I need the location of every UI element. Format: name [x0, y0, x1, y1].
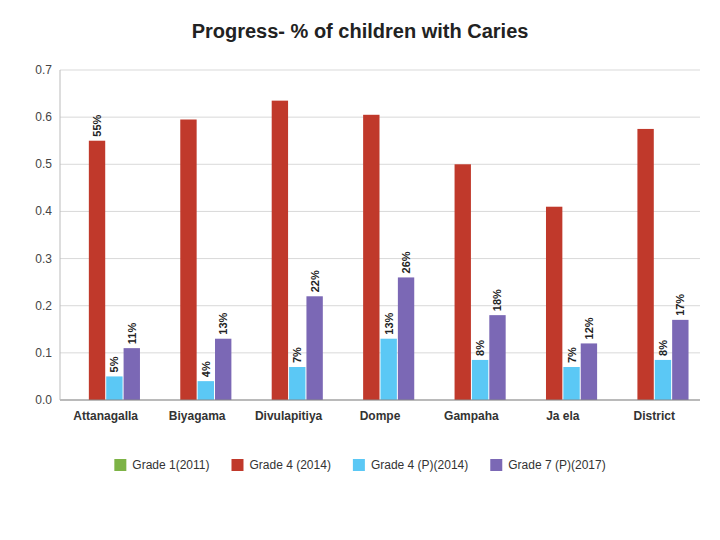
x-axis: Attanagalla Biyagama Divulapitiya Dompe Gamp… [73, 409, 675, 423]
bar [180, 120, 196, 401]
data-label: 55% [91, 114, 103, 136]
grid [60, 70, 700, 400]
y-tick-label: 0.3 [35, 252, 52, 266]
legend-swatch [114, 459, 126, 471]
bar [398, 277, 414, 400]
data-label: 4% [200, 361, 212, 377]
x-tick-label: Biyagama [169, 409, 226, 423]
bar [363, 115, 379, 400]
grid-line [60, 117, 700, 118]
y-tick-label: 0.1 [35, 346, 52, 360]
bar [489, 315, 505, 400]
x-tick-label: Attanagalla [73, 409, 138, 423]
bar [381, 339, 397, 400]
data-label: 8% [474, 340, 486, 356]
bar [563, 367, 579, 400]
data-label: 8% [657, 340, 669, 356]
grid-line [60, 305, 700, 306]
bar [89, 141, 105, 400]
y-axis-line [60, 70, 61, 400]
bar [472, 360, 488, 400]
data-label: 17% [674, 294, 686, 316]
legend-label: Grade 4 (P)(2014) [371, 458, 468, 472]
legend-item: Grade 1(2011) [114, 458, 209, 472]
legend-item: Grade 4 (P)(2014) [353, 458, 468, 472]
bar [672, 320, 688, 400]
legend-label: Grade 4 (2014) [249, 458, 330, 472]
y-tick-label: 0.7 [35, 63, 52, 77]
data-labels: 55% 5% 4% 7% 13% 8% 7% 8% 11% 13% 22% 26% 18% 12% 17% [91, 114, 686, 377]
y-axis: 0.0 0.1 0.2 0.3 0.4 0.5 0.6 0.7 [35, 63, 52, 407]
bar [306, 296, 322, 400]
bar [215, 339, 231, 400]
bar [106, 376, 122, 400]
bar [637, 129, 653, 400]
x-axis-line [60, 400, 700, 401]
data-label: 11% [126, 323, 138, 345]
data-label: 26% [400, 251, 412, 273]
chart: Progress- % of children with Caries0.00.… [0, 0, 720, 540]
bar [655, 360, 671, 400]
x-tick-label: Dompe [360, 409, 401, 423]
y-tick-label: 0.5 [35, 157, 52, 171]
bar [455, 164, 471, 400]
bar [581, 343, 597, 400]
data-label: 7% [566, 347, 578, 363]
grid-line [60, 400, 700, 401]
legend-swatch [490, 459, 502, 471]
data-label: 7% [291, 347, 303, 363]
grid-line [60, 352, 700, 353]
y-tick-label: 0.0 [35, 393, 52, 407]
y-tick-label: 0.2 [35, 299, 52, 313]
data-label: 12% [583, 317, 595, 339]
y-tick-label: 0.6 [35, 110, 52, 124]
grid-line [60, 70, 700, 71]
legend-swatch [231, 459, 243, 471]
data-label: 13% [217, 312, 229, 334]
bar [289, 367, 305, 400]
x-tick-label: Ja ela [546, 409, 580, 423]
data-label: 13% [383, 312, 395, 334]
bar [124, 348, 140, 400]
bar [198, 381, 214, 400]
data-label: 5% [108, 356, 120, 372]
legend-item: Grade 4 (2014) [231, 458, 330, 472]
legend-label: Grade 7 (P)(2017) [508, 458, 605, 472]
x-tick-label: District [634, 409, 675, 423]
legend: Grade 1(2011) Grade 4 (2014) Grade 4 (P)(2… [114, 458, 605, 472]
legend-swatch [353, 459, 365, 471]
bar [272, 101, 288, 400]
y-tick-label: 0.4 [35, 204, 52, 218]
data-label: 18% [491, 289, 503, 311]
legend-label: Grade 1(2011) [132, 458, 209, 472]
title: Progress- % of children with Caries [192, 20, 529, 42]
x-tick-label: Divulapitiya [255, 409, 323, 423]
grid-line [60, 258, 700, 259]
grid-line [60, 211, 700, 212]
grid-line [60, 164, 700, 165]
x-tick-label: Gampaha [444, 409, 499, 423]
bar [546, 207, 562, 400]
bars [89, 101, 689, 400]
data-label: 22% [309, 270, 321, 292]
legend-item: Grade 7 (P)(2017) [490, 458, 605, 472]
